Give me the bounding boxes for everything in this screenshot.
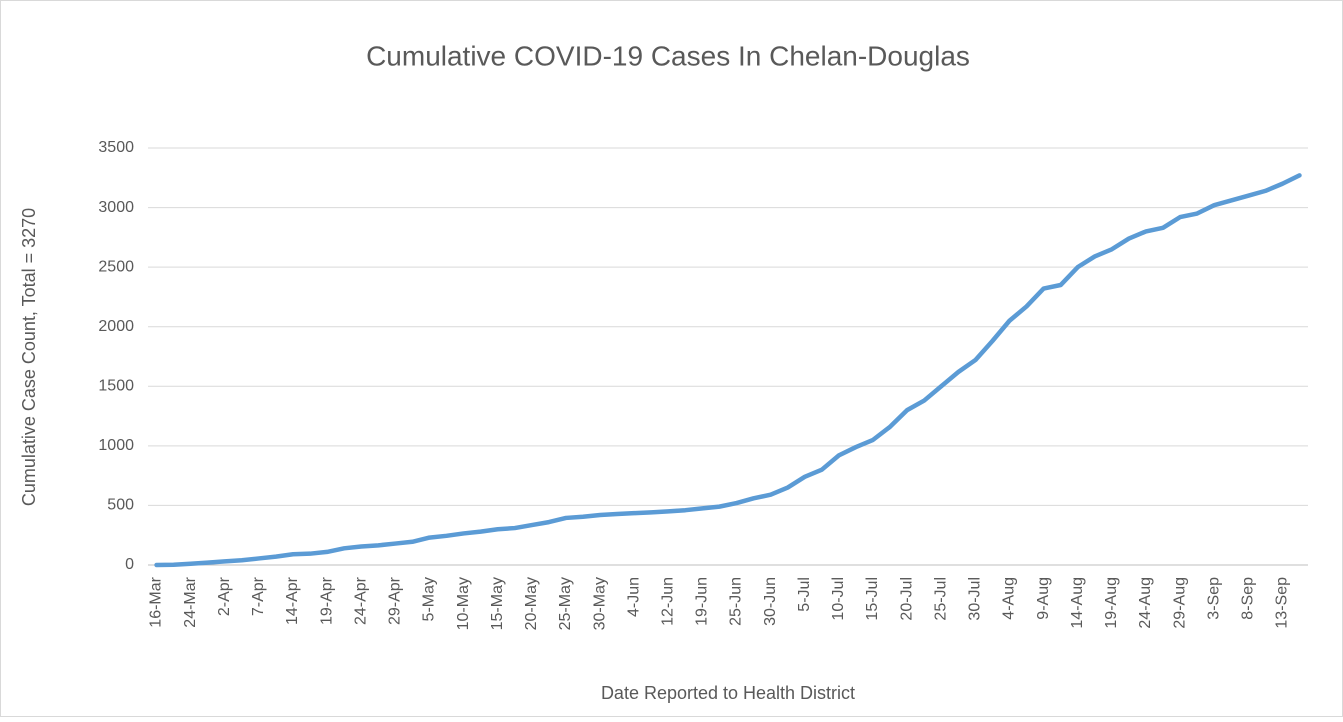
x-tick-label: 30-May [591,577,608,630]
x-tick-label: 30-Jul [967,577,984,621]
x-tick-label: 9-Aug [1035,577,1052,620]
y-axis-label: Cumulative Case Count, Total = 3270 [19,208,39,506]
x-tick-label: 25-Jul [932,577,949,621]
x-tick-label: 29-Aug [1171,577,1188,629]
x-tick-label: 20-May [523,577,540,630]
x-tick-label: 20-Jul [898,577,915,621]
y-tick-label: 1500 [98,378,134,395]
x-tick-label: 15-Jul [864,577,881,621]
x-tick-label: 19-Aug [1103,577,1120,629]
x-tick-label: 3-Sep [1205,577,1222,620]
x-tick-label: 14-Aug [1069,577,1086,629]
x-tick-label: 24-Apr [352,576,369,625]
data-line [154,173,1302,568]
x-tick-label: 12-Jun [660,577,677,626]
x-tick-label: 4-Aug [1001,577,1018,620]
x-tick-label: 5-May [421,577,438,621]
y-tick-label: 0 [125,556,134,573]
y-tick-label: 1000 [98,437,134,454]
x-tick-label: 30-Jun [762,577,779,626]
x-tick-label: 15-May [489,577,506,630]
x-tick-label: 19-Apr [318,576,335,625]
x-tick-label: 16-Mar [148,576,165,627]
x-tick-label: 10-May [455,577,472,630]
x-tick-label: 25-Jun [728,577,745,626]
x-tick-label: 8-Sep [1240,577,1257,620]
x-tick-label: 25-May [557,577,574,630]
y-tick-label: 2500 [98,258,134,275]
x-tick-label: 10-Jul [830,577,847,621]
y-tick-label: 2000 [98,318,134,335]
x-tick-label: 24-Aug [1137,577,1154,629]
y-tick-label: 500 [107,497,134,514]
x-tick-label: 4-Jun [625,577,642,617]
x-axis-label: Date Reported to Health District [601,683,855,703]
x-tick-label: 2-Apr [216,576,233,616]
y-tick-label: 3000 [98,199,134,216]
x-tick-label: 5-Jul [796,577,813,612]
y-tick-label: 3500 [98,139,134,156]
chart-title: Cumulative COVID-19 Cases In Chelan-Doug… [366,40,970,71]
x-tick-label: 7-Apr [250,576,267,616]
x-tick-label: 13-Sep [1274,577,1291,629]
x-tick-label: 19-Jun [694,577,711,626]
x-tick-label: 24-Mar [182,576,199,627]
x-tick-label: 29-Apr [387,576,404,625]
x-tick-label: 14-Apr [284,576,301,625]
